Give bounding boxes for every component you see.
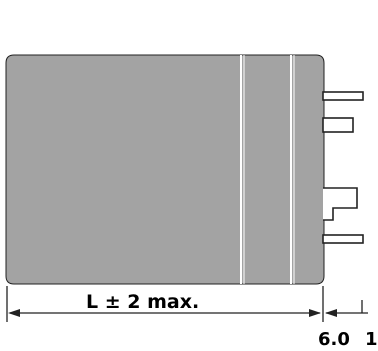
lead-2	[322, 117, 354, 133]
capacitor-body	[5, 54, 325, 285]
terminal-leads	[322, 91, 364, 244]
lead-dim-a: 6.0	[318, 329, 350, 350]
length-label: L ± 2 max.	[86, 291, 199, 313]
lead-dim-b: 1	[365, 329, 378, 350]
arrow-right	[309, 309, 321, 317]
arrow-lead	[325, 309, 337, 317]
lead-4	[322, 234, 364, 244]
lead-3	[323, 187, 358, 221]
arrow-left	[8, 309, 20, 317]
lead-1	[322, 91, 364, 101]
